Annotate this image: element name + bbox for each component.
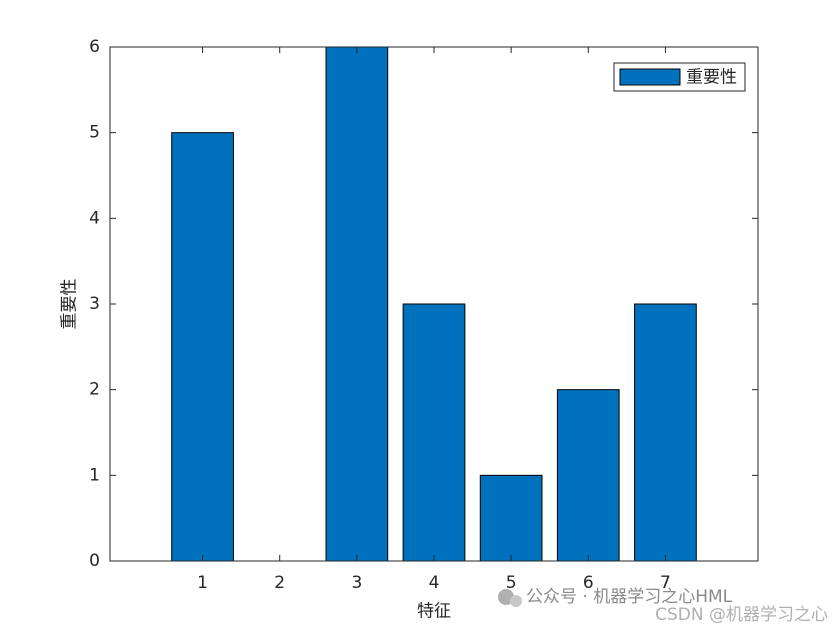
y-tick-label: 3 (89, 294, 100, 314)
x-tick-label: 6 (583, 573, 594, 593)
bar (171, 132, 234, 562)
legend-swatch (619, 68, 681, 86)
bar (325, 46, 389, 562)
legend-label: 重要性 (686, 68, 737, 88)
y-tick-label: 0 (89, 551, 100, 571)
x-tick-label: 5 (506, 573, 517, 593)
x-axis-label: 特征 (417, 602, 451, 622)
watermark-icon (510, 595, 522, 607)
y-axis-label: 重要性 (60, 279, 80, 330)
y-tick-label: 1 (89, 465, 100, 485)
legend: 重要性 (613, 62, 746, 92)
x-tick-label: 4 (429, 573, 440, 593)
x-tick-label: 1 (197, 573, 208, 593)
bar (479, 474, 543, 562)
y-tick-label: 6 (89, 37, 100, 57)
x-tick-label: 3 (351, 573, 362, 593)
y-tick-label: 4 (89, 208, 100, 228)
x-tick-label: 7 (660, 573, 671, 593)
y-tick-label: 5 (89, 123, 100, 143)
y-tick-label: 2 (89, 380, 100, 400)
bar (634, 303, 697, 562)
bar (402, 303, 466, 562)
watermark: 公众号 · 机器学习之心HML CSDN @机器学习之心 (498, 587, 828, 625)
watermark-text: 公众号 · 机器学习之心HML (526, 587, 733, 607)
x-tick-label: 2 (274, 573, 285, 593)
bar (556, 389, 620, 562)
watermark-text: CSDN @机器学习之心 (655, 605, 828, 625)
